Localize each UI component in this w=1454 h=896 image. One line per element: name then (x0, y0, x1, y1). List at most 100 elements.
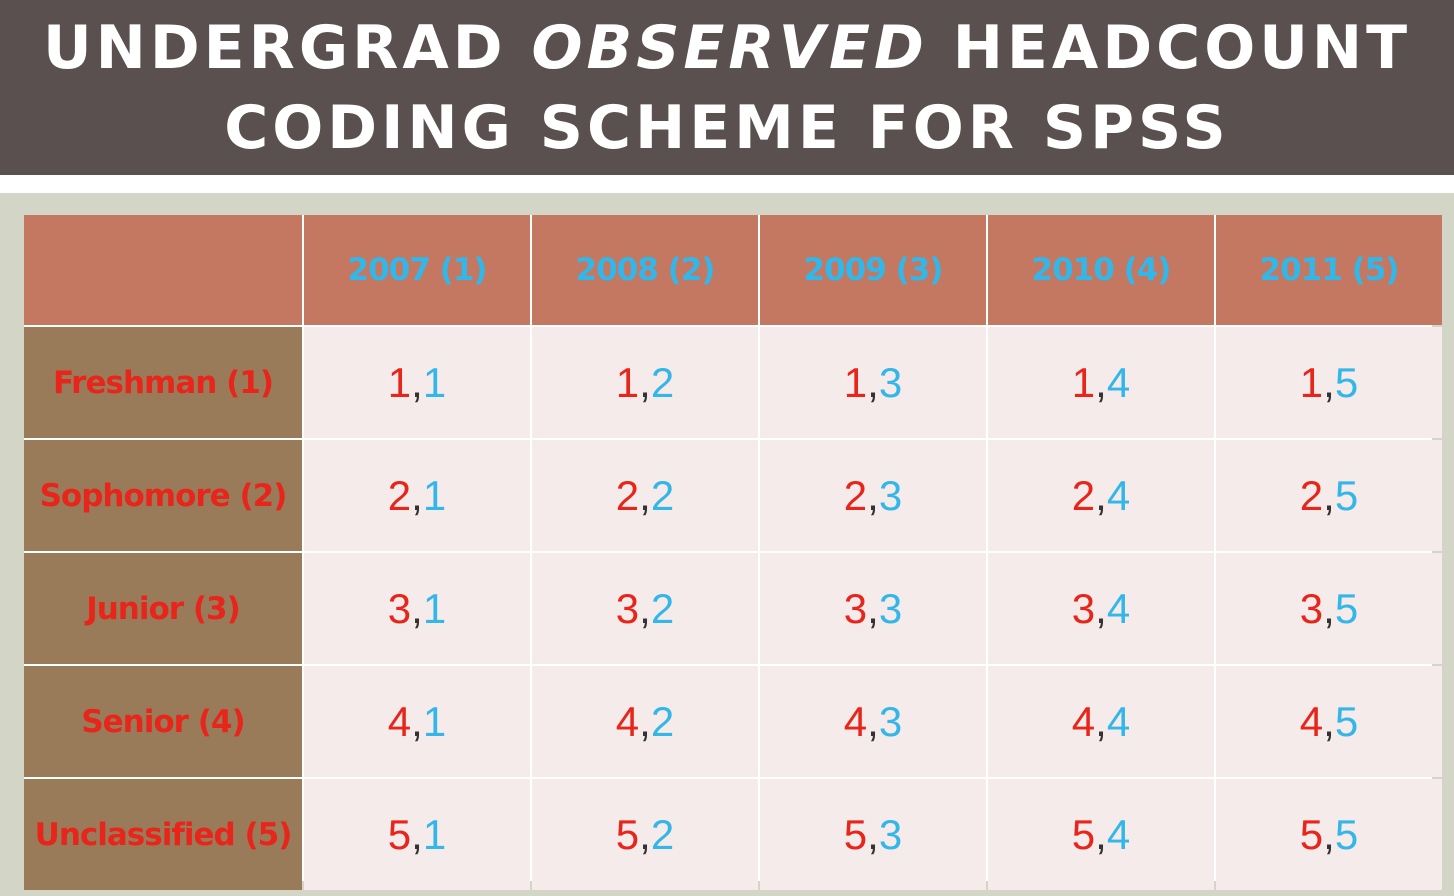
title-word-undergrad: UNDERGRAD (42, 12, 507, 83)
code-cell: 4,1 (304, 666, 530, 777)
year-code: 5 (1334, 358, 1359, 406)
code-separator: , (1323, 358, 1335, 406)
year-code: 4 (1106, 358, 1131, 406)
class-code: 4 (843, 697, 868, 745)
code-separator: , (867, 697, 879, 745)
code-separator: , (867, 810, 879, 858)
code-separator: , (1323, 810, 1335, 858)
year-code: 2 (650, 810, 675, 858)
column-header-2011: 2011 (5) (1216, 215, 1442, 325)
code-separator: , (639, 471, 651, 519)
row-header-sophomore: Sophomore (2) (24, 440, 302, 551)
year-code: 2 (650, 697, 675, 745)
row-header-unclassified: Unclassified (5) (24, 779, 302, 890)
code-separator: , (1095, 697, 1107, 745)
class-code: 4 (1071, 697, 1096, 745)
title-word-headcount: HEADCOUNT (952, 12, 1412, 83)
column-header-2010: 2010 (4) (988, 215, 1214, 325)
year-code: 5 (1334, 584, 1359, 632)
code-separator: , (1095, 584, 1107, 632)
code-separator: , (639, 697, 651, 745)
class-code: 4 (387, 697, 412, 745)
code-separator: , (411, 810, 423, 858)
code-cell: 3,2 (532, 553, 758, 664)
code-cell: 2,3 (760, 440, 986, 551)
year-code: 5 (1334, 697, 1359, 745)
code-cell: 5,5 (1216, 779, 1442, 890)
code-separator: , (867, 584, 879, 632)
class-code: 1 (1071, 358, 1096, 406)
code-separator: , (639, 810, 651, 858)
code-separator: , (1323, 471, 1335, 519)
code-separator: , (1323, 697, 1335, 745)
year-code: 1 (422, 471, 447, 519)
class-code: 5 (615, 810, 640, 858)
table-corner-cell (24, 215, 302, 325)
code-cell: 1,3 (760, 327, 986, 438)
code-cell: 3,3 (760, 553, 986, 664)
code-cell: 2,5 (1216, 440, 1442, 551)
code-cell: 3,4 (988, 553, 1214, 664)
column-header-2007: 2007 (1) (304, 215, 530, 325)
code-cell: 4,2 (532, 666, 758, 777)
class-code: 5 (1071, 810, 1096, 858)
year-code: 1 (422, 358, 447, 406)
title-divider (0, 175, 1454, 193)
code-separator: , (1095, 358, 1107, 406)
class-code: 3 (1071, 584, 1096, 632)
year-code: 5 (1334, 810, 1359, 858)
year-code: 4 (1106, 471, 1131, 519)
year-code: 1 (422, 810, 447, 858)
class-code: 1 (843, 358, 868, 406)
row-header-senior: Senior (4) (24, 666, 302, 777)
year-code: 3 (878, 358, 903, 406)
code-separator: , (411, 358, 423, 406)
code-cell: 1,4 (988, 327, 1214, 438)
class-code: 4 (615, 697, 640, 745)
year-code: 4 (1106, 584, 1131, 632)
code-separator: , (1095, 810, 1107, 858)
code-separator: , (411, 584, 423, 632)
class-code: 3 (1299, 584, 1324, 632)
class-code: 2 (615, 471, 640, 519)
code-cell: 3,5 (1216, 553, 1442, 664)
code-cell: 4,3 (760, 666, 986, 777)
year-code: 2 (650, 584, 675, 632)
year-code: 3 (878, 584, 903, 632)
code-cell: 4,5 (1216, 666, 1442, 777)
code-separator: , (1323, 584, 1335, 632)
column-header-2009: 2009 (3) (760, 215, 986, 325)
title-word-observed: OBSERVED (531, 12, 928, 83)
column-header-2008: 2008 (2) (532, 215, 758, 325)
code-cell: 2,4 (988, 440, 1214, 551)
code-separator: , (411, 697, 423, 745)
class-code: 3 (615, 584, 640, 632)
year-code: 3 (878, 810, 903, 858)
year-code: 5 (1334, 471, 1359, 519)
title-banner: UNDERGRAD OBSERVED HEADCOUNT CODING SCHE… (0, 0, 1454, 175)
class-code: 4 (1299, 697, 1324, 745)
code-separator: , (639, 584, 651, 632)
year-code: 1 (422, 584, 447, 632)
class-code: 5 (843, 810, 868, 858)
year-code: 3 (878, 697, 903, 745)
class-code: 2 (387, 471, 412, 519)
code-separator: , (867, 358, 879, 406)
class-code: 5 (387, 810, 412, 858)
code-cell: 3,1 (304, 553, 530, 664)
code-cell: 1,5 (1216, 327, 1442, 438)
class-code: 1 (615, 358, 640, 406)
class-code: 3 (387, 584, 412, 632)
code-separator: , (411, 471, 423, 519)
code-cell: 2,2 (532, 440, 758, 551)
title-line-2: CODING SCHEME FOR SPSS (224, 92, 1230, 163)
year-code: 2 (650, 471, 675, 519)
class-code: 1 (387, 358, 412, 406)
class-code: 2 (1071, 471, 1096, 519)
row-header-junior: Junior (3) (24, 553, 302, 664)
code-cell: 4,4 (988, 666, 1214, 777)
code-cell: 5,2 (532, 779, 758, 890)
code-cell: 5,1 (304, 779, 530, 890)
class-code: 5 (1299, 810, 1324, 858)
code-cell: 2,1 (304, 440, 530, 551)
